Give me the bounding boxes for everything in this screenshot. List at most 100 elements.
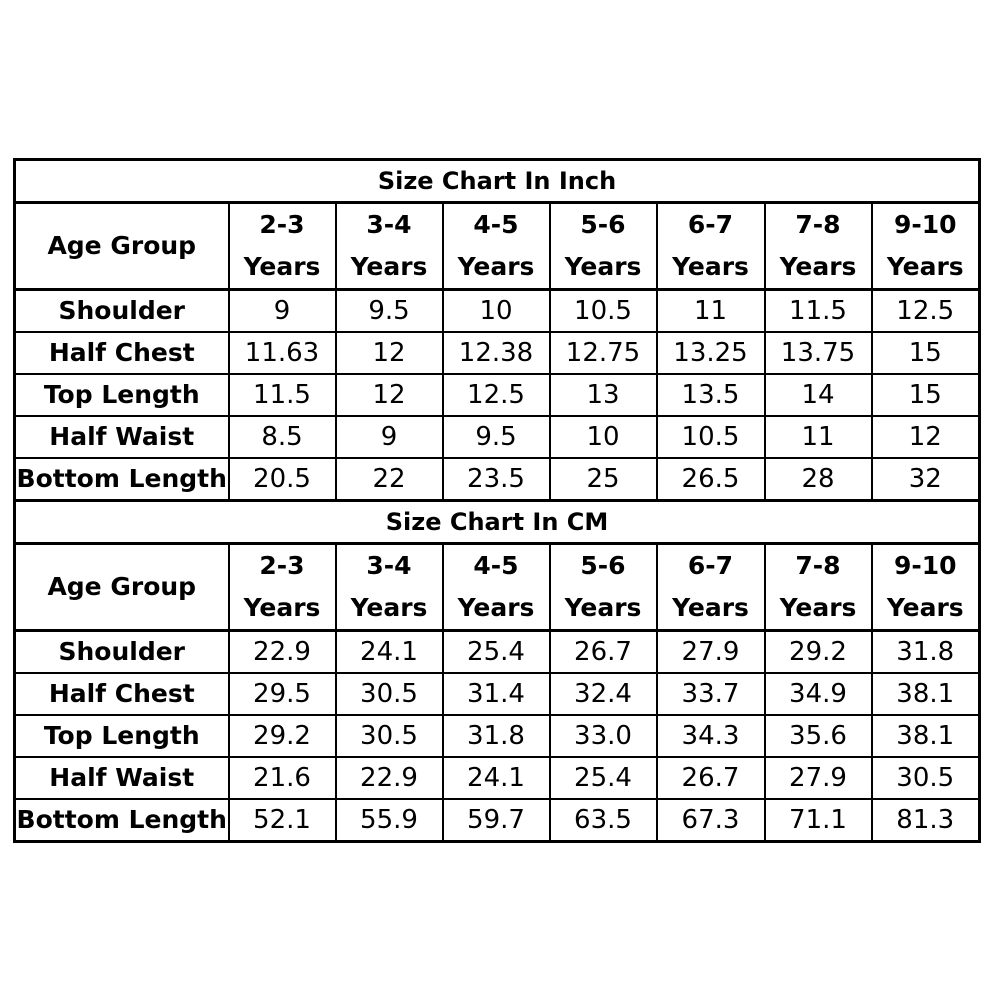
age-unit: Years <box>350 593 428 622</box>
measurement-value: 10 <box>441 288 551 333</box>
age-column-header: 5-6 Years <box>548 542 658 632</box>
measurement-value: 25.4 <box>441 629 551 674</box>
age-column-header: 9-10 Years <box>870 201 981 291</box>
measurement-row: Half Chest 11.63 12 12.38 12.75 13.25 13.75 15 <box>13 331 981 375</box>
measurement-value: 32 <box>870 457 981 502</box>
section-title-row-cm: Size Chart In CM <box>13 499 981 545</box>
measurement-value: 67.3 <box>655 798 766 843</box>
measurement-value: 35.6 <box>763 714 873 758</box>
age-range: 7-8 <box>795 210 841 239</box>
measurement-value: 20.5 <box>227 457 337 502</box>
measurement-row: Top Length 11.5 12 12.5 13 13.5 14 15 <box>13 373 981 417</box>
measurement-value: 25.4 <box>548 756 658 800</box>
measurement-row: Shoulder 22.9 24.1 25.4 26.7 27.9 29.2 31.8 <box>13 629 981 674</box>
measurement-row: Bottom Length 52.1 55.9 59.7 63.5 67.3 71.1 81.… <box>13 798 981 843</box>
measurement-value: 22.9 <box>334 756 444 800</box>
measurement-value: 29.5 <box>227 672 337 716</box>
age-range: 3-4 <box>366 210 412 239</box>
measurement-value: 28 <box>763 457 873 502</box>
measurement-value: 55.9 <box>334 798 444 843</box>
measurement-value: 15 <box>870 331 981 375</box>
measurement-value: 13 <box>548 373 658 417</box>
age-unit: Years <box>672 252 749 281</box>
measurement-row: Bottom Length 20.5 22 23.5 25 26.5 28 32 <box>13 457 981 502</box>
measurement-value: 30.5 <box>870 756 981 800</box>
measurement-row: Top Length 29.2 30.5 31.8 33.0 34.3 35.6 38.1 <box>13 714 981 758</box>
measurement-value: 12 <box>334 331 444 375</box>
age-column-header: 2-3 Years <box>227 201 337 291</box>
measurement-value: 38.1 <box>870 714 981 758</box>
age-column-header: 4-5 Years <box>441 542 551 632</box>
age-unit: Years <box>243 252 321 281</box>
measurement-value: 9 <box>334 415 444 459</box>
measurement-value: 71.1 <box>763 798 873 843</box>
measurement-value: 12.5 <box>870 288 981 333</box>
section-title-inch: Size Chart In Inch <box>13 158 981 204</box>
measurement-value: 11.5 <box>763 288 873 333</box>
age-unit: Years <box>350 252 428 281</box>
age-column-header: 3-4 Years <box>334 542 444 632</box>
age-range: 3-4 <box>366 551 412 580</box>
age-range: 6-7 <box>687 551 734 580</box>
measurement-value: 11 <box>763 415 873 459</box>
measurement-value: 12 <box>334 373 444 417</box>
measurement-value: 81.3 <box>870 798 981 843</box>
measurement-value: 29.2 <box>763 629 873 674</box>
age-unit: Years <box>457 252 535 281</box>
measurement-label: Top Length <box>13 373 230 417</box>
measurement-value: 22.9 <box>227 629 337 674</box>
measurement-value: 11.63 <box>227 331 337 375</box>
measurement-value: 33.7 <box>655 672 766 716</box>
age-group-label: Age Group <box>13 201 230 291</box>
measurement-value: 38.1 <box>870 672 981 716</box>
measurement-label: Half Chest <box>13 672 230 716</box>
measurement-value: 12.75 <box>548 331 658 375</box>
measurement-value: 34.3 <box>655 714 766 758</box>
size-chart-table: Size Chart In Inch Age Group 2-3 Years 3-4 Ye… <box>13 158 981 843</box>
age-range: 6-7 <box>687 210 734 239</box>
measurement-value: 10.5 <box>655 415 766 459</box>
measurement-value: 13.75 <box>763 331 873 375</box>
measurement-value: 59.7 <box>441 798 551 843</box>
age-range: 2-3 <box>259 210 305 239</box>
age-column-header: 2-3 Years <box>227 542 337 632</box>
age-range: 7-8 <box>795 551 841 580</box>
measurement-value: 10.5 <box>548 288 658 333</box>
measurement-value: 8.5 <box>227 415 337 459</box>
age-range: 4-5 <box>473 210 519 239</box>
measurement-value: 12.38 <box>441 331 551 375</box>
measurement-label: Bottom Length <box>13 798 230 843</box>
measurement-value: 27.9 <box>763 756 873 800</box>
age-unit: Years <box>779 593 857 622</box>
age-column-header: 4-5 Years <box>441 201 551 291</box>
measurement-value: 63.5 <box>548 798 658 843</box>
age-range: 4-5 <box>473 551 519 580</box>
measurement-value: 13.25 <box>655 331 766 375</box>
section-title-row-inch: Size Chart In Inch <box>13 158 981 204</box>
measurement-label: Half Chest <box>13 331 230 375</box>
age-range: 5-6 <box>580 210 626 239</box>
measurement-value: 15 <box>870 373 981 417</box>
measurement-label: Half Waist <box>13 756 230 800</box>
age-unit: Years <box>886 252 964 281</box>
measurement-value: 52.1 <box>227 798 337 843</box>
age-unit: Years <box>243 593 321 622</box>
measurement-value: 10 <box>548 415 658 459</box>
measurement-value: 33.0 <box>548 714 658 758</box>
measurement-label: Shoulder <box>13 629 230 674</box>
age-column-header: 6-7 Years <box>655 201 766 291</box>
measurement-value: 9.5 <box>334 288 444 333</box>
measurement-row: Half Chest 29.5 30.5 31.4 32.4 33.7 34.9 38.1 <box>13 672 981 716</box>
measurement-row: Shoulder 9 9.5 10 10.5 11 11.5 12.5 <box>13 288 981 333</box>
age-column-header: 6-7 Years <box>655 542 766 632</box>
measurement-value: 32.4 <box>548 672 658 716</box>
measurement-value: 11.5 <box>227 373 337 417</box>
measurement-value: 12.5 <box>441 373 551 417</box>
measurement-value: 31.8 <box>441 714 551 758</box>
measurement-value: 21.6 <box>227 756 337 800</box>
measurement-value: 24.1 <box>441 756 551 800</box>
measurement-value: 22 <box>334 457 444 502</box>
measurement-row: Half Waist 8.5 9 9.5 10 10.5 11 12 <box>13 415 981 459</box>
measurement-value: 31.8 <box>870 629 981 674</box>
measurement-value: 26.7 <box>548 629 658 674</box>
